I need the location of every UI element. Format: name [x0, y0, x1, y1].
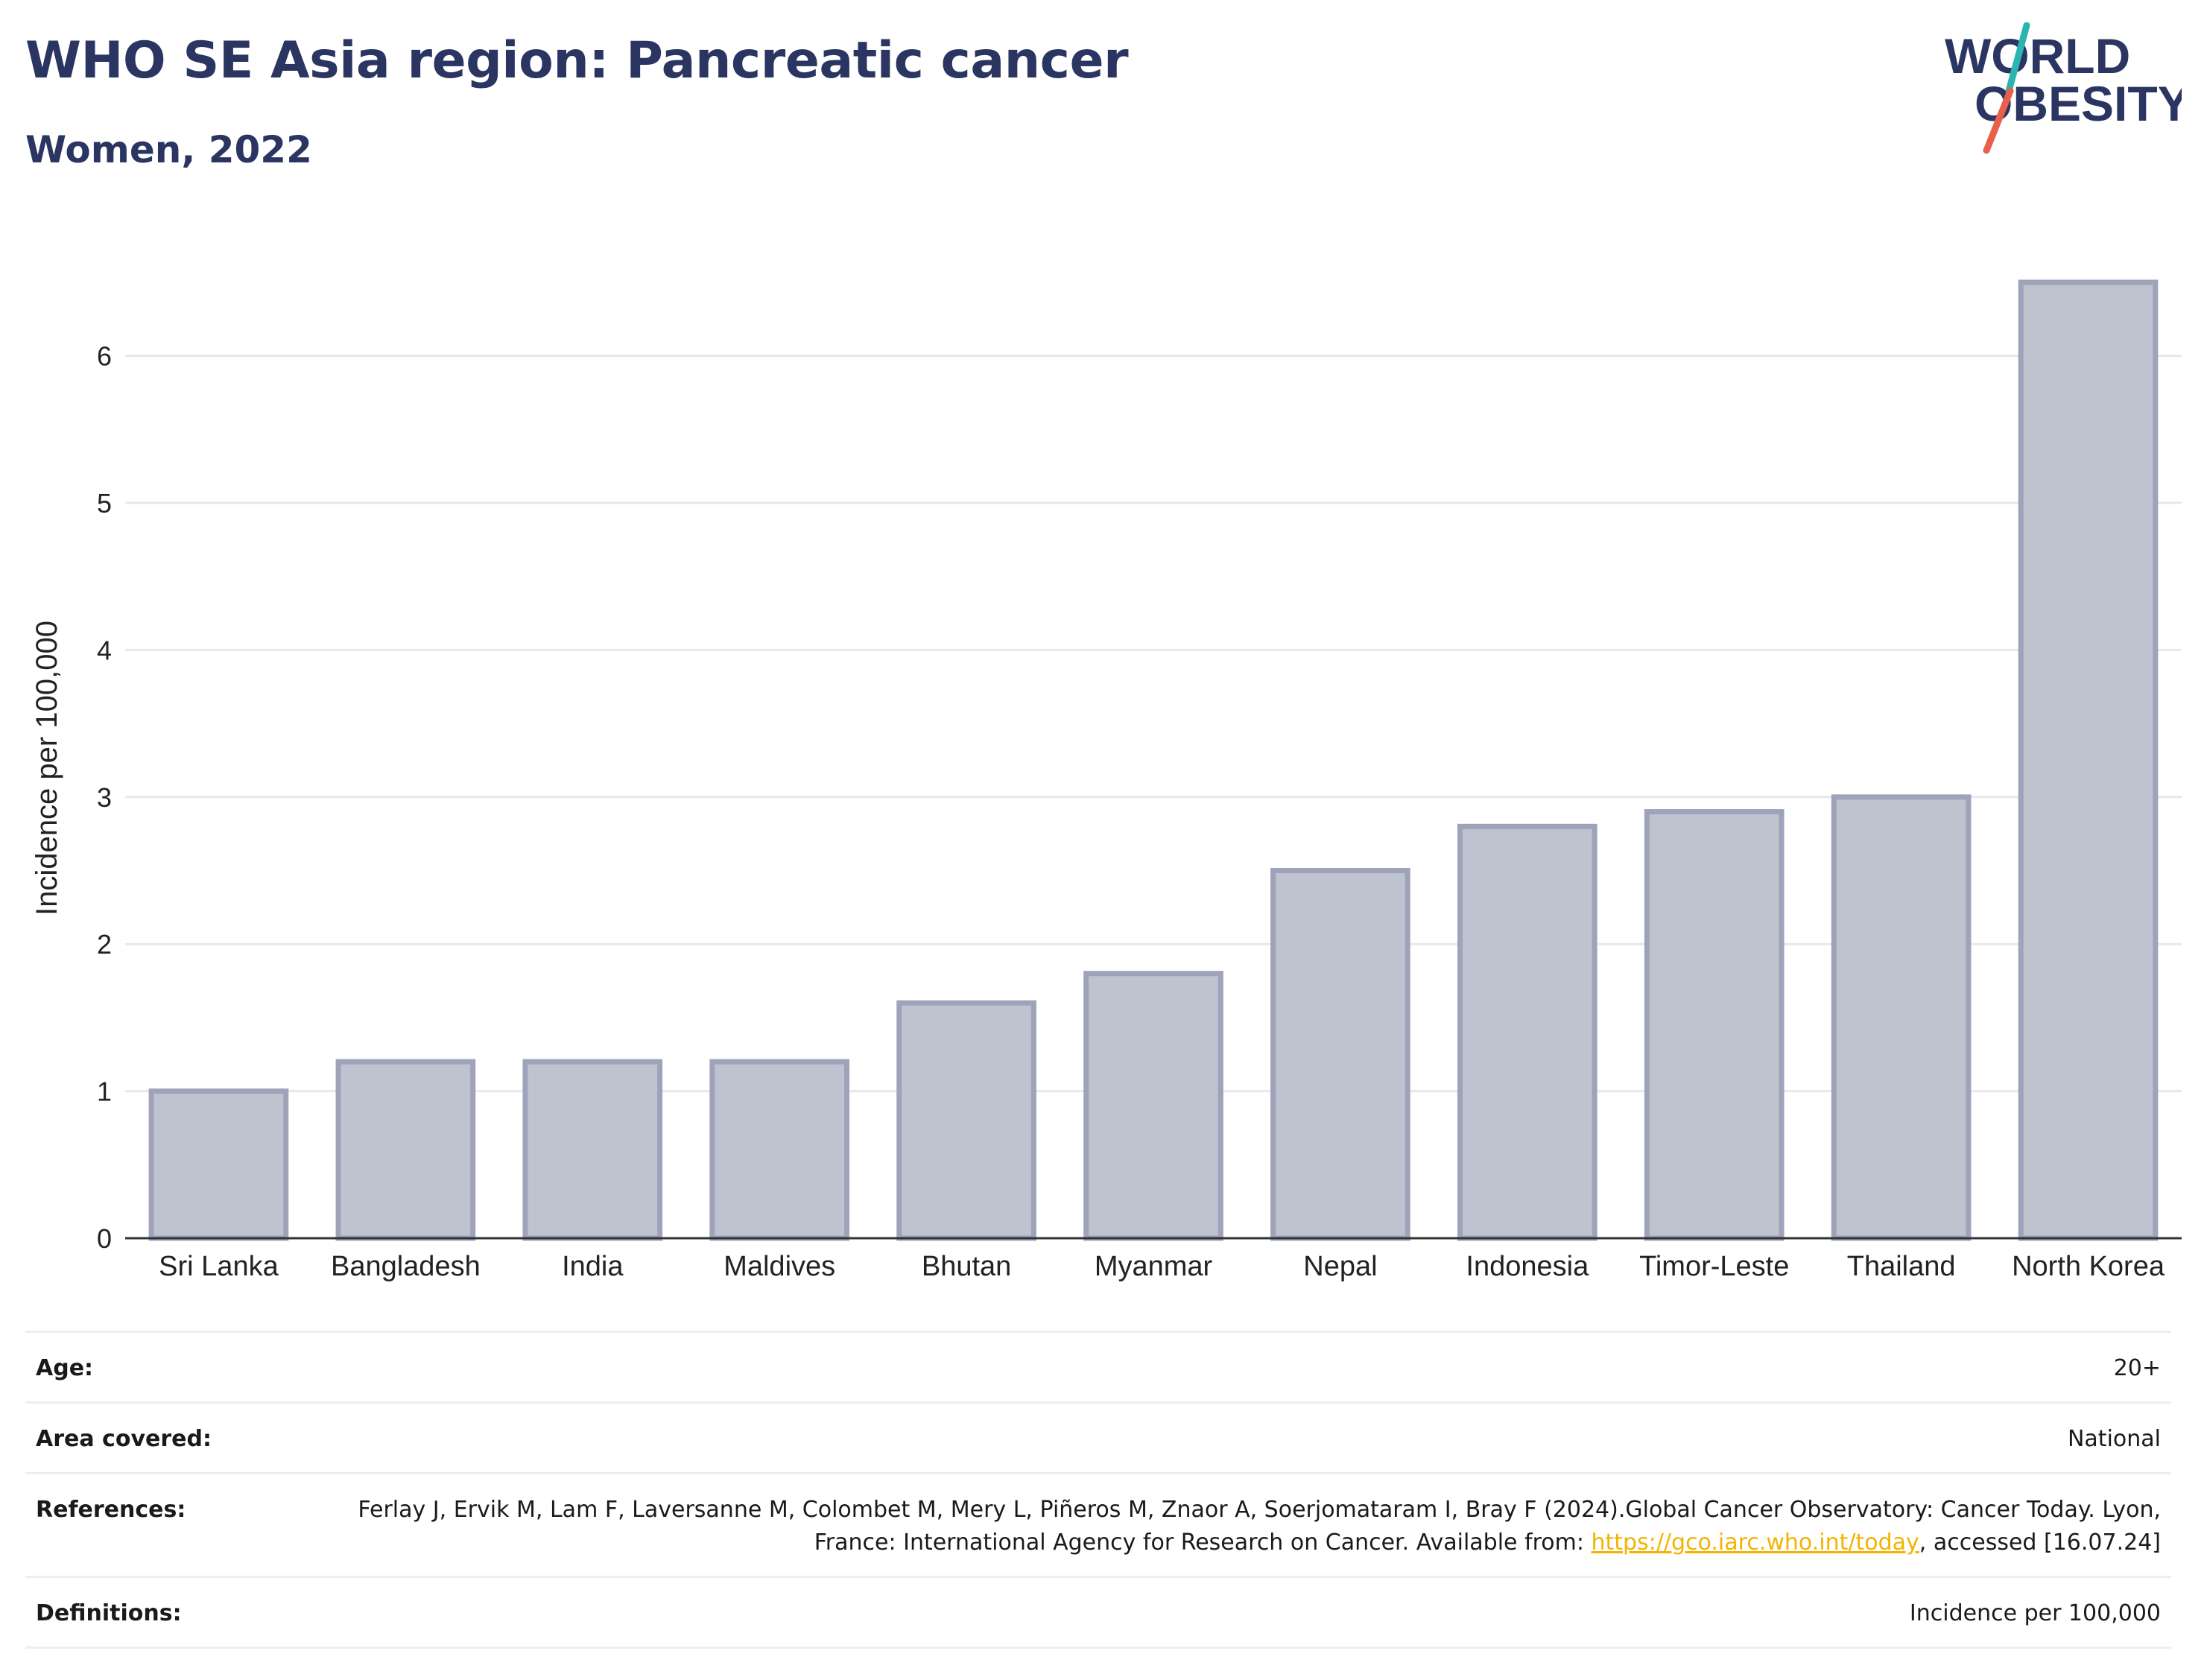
references-text-1: Ferlay J, Ervik M, Lam F, Laversanne M, … — [358, 1497, 2161, 1556]
y-tick-label: 6 — [97, 341, 112, 372]
logo-slash-red — [1983, 87, 2014, 154]
x-tick-label: Timor-Leste — [1639, 1251, 1789, 1282]
y-tick-label: 2 — [97, 929, 112, 960]
x-tick-label: Sri Lanka — [159, 1251, 279, 1282]
x-tick-label: Thailand — [1847, 1251, 1956, 1282]
definitions-label: Definitions: — [36, 1600, 182, 1626]
bar[interactable] — [1270, 868, 1410, 1241]
definitions-value: Incidence per 100,000 — [1909, 1600, 2161, 1626]
bar[interactable] — [1083, 971, 1223, 1241]
bar[interactable] — [1457, 823, 1597, 1241]
x-tick-label: India — [562, 1251, 624, 1282]
logo-slash-teal — [2005, 22, 2030, 95]
area-label: Area covered: — [36, 1426, 212, 1452]
meta-row-definitions: Definitions: Incidence per 100,000 — [25, 1576, 2171, 1649]
x-tick-label: Nepal — [1303, 1251, 1377, 1282]
y-tick-label: 1 — [97, 1077, 112, 1107]
bars — [148, 279, 2159, 1241]
bar-chart: 0 1 2 3 4 5 6 Sri Lanka Bangladesh India Maldives… — [31, 279, 2182, 1282]
y-tick-label: 0 — [97, 1223, 112, 1254]
x-tick-label: Indonesia — [1466, 1251, 1589, 1282]
bar[interactable] — [896, 1000, 1036, 1241]
bar[interactable] — [709, 1059, 850, 1241]
metadata-table: Age: 20+ Area covered: National Referenc… — [25, 1331, 2171, 1649]
meta-row-area: Area covered: National — [25, 1401, 2171, 1472]
references-link[interactable]: https://gco.iarc.who.int/today — [1591, 1530, 1919, 1556]
references-value: Ferlay J, Ervik M, Lam F, Laversanne M, … — [335, 1494, 2161, 1559]
bar[interactable] — [2018, 279, 2159, 1241]
y-tick-label: 5 — [97, 488, 112, 519]
meta-row-references: References: Ferlay J, Ervik M, Lam F, La… — [25, 1472, 2171, 1576]
y-axis-ticks: 0 1 2 3 4 5 6 — [97, 341, 112, 1254]
age-value: 20+ — [2113, 1355, 2161, 1381]
bar[interactable] — [1831, 794, 1972, 1241]
bar[interactable] — [1644, 809, 1785, 1241]
chart-subtitle: Women, 2022 — [25, 128, 312, 171]
x-tick-label: Myanmar — [1095, 1251, 1213, 1282]
meta-row-age: Age: 20+ — [25, 1331, 2171, 1401]
bar[interactable] — [335, 1059, 476, 1241]
x-tick-label: Bhutan — [922, 1251, 1011, 1282]
chart-title: WHO SE Asia region: Pancreatic cancer — [25, 31, 1129, 90]
bar[interactable] — [148, 1088, 289, 1241]
y-tick-label: 3 — [97, 782, 112, 813]
references-label: References: — [36, 1497, 186, 1523]
x-tick-label: North Korea — [2012, 1251, 2165, 1282]
bar[interactable] — [522, 1059, 663, 1241]
x-axis-ticks: Sri Lanka Bangladesh India Maldives Bhutan My… — [159, 1251, 2165, 1282]
references-text-2: , accessed [16.07.24] — [1919, 1530, 2161, 1556]
x-tick-label: Bangladesh — [331, 1251, 481, 1282]
x-tick-label: Maldives — [723, 1251, 835, 1282]
y-axis-label: Incidence per 100,000 — [31, 621, 63, 916]
area-value: National — [2067, 1426, 2161, 1452]
age-label: Age: — [36, 1355, 94, 1381]
world-obesity-logo: WORLD OBESITY — [1945, 22, 2182, 154]
logo-word-world: WORLD — [1945, 28, 2130, 83]
y-tick-label: 4 — [97, 635, 112, 665]
